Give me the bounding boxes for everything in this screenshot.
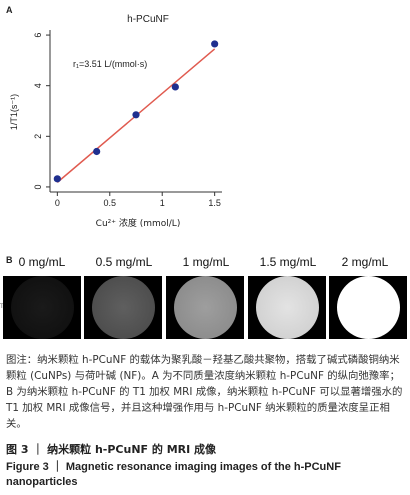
y-tick-label: 4 <box>33 83 43 88</box>
phantom-disk <box>11 276 74 339</box>
x-axis-label: Cu²⁺ 浓度 (mmol/L) <box>96 217 181 229</box>
data-points <box>53 40 219 183</box>
panel-a-label: A <box>6 5 13 15</box>
concentration-label: 1.5 mg/mL <box>259 255 317 269</box>
figure-caption: 图注：纳米颗粒 h-PCuNF 的载体为聚乳酸－羟基乙酸共聚物，搭载了碱式磷酸铜… <box>6 354 403 430</box>
x-tick-label: 1.5 <box>208 198 221 208</box>
concentration-label: 0 mg/mL <box>18 255 66 269</box>
concentration-label: 2 mg/mL <box>341 255 389 269</box>
y-tick-label: 6 <box>33 33 43 38</box>
data-point <box>171 83 179 91</box>
data-point <box>132 111 140 119</box>
mri-phantom-image <box>3 276 81 339</box>
concentration-label: 1 mg/mL <box>182 255 230 269</box>
chart-title: h-PCuNF <box>127 14 169 25</box>
phantom-disk <box>174 276 237 339</box>
phantom-disk <box>337 276 400 339</box>
phantom-disk <box>256 276 319 339</box>
data-point <box>53 175 61 183</box>
chart-ticks: 0 0.5 1 1.5 0 2 4 6 <box>33 33 221 208</box>
phantom-disk <box>92 276 155 339</box>
chart-axes <box>49 30 222 193</box>
y-tick-label: 2 <box>33 134 43 139</box>
relaxivity-annotation: r₁=3.51 L/(mmol·s) <box>73 59 147 69</box>
x-tick-label: 1 <box>160 198 165 208</box>
x-tick-label: 0.5 <box>104 198 117 208</box>
mri-phantom-image <box>329 276 407 339</box>
mri-phantom-image <box>166 276 244 339</box>
concentration-label: 0.5 mg/mL <box>95 255 153 269</box>
y-axis-label: 1/T1(s⁻¹) <box>9 94 19 130</box>
data-point <box>211 40 219 48</box>
panel-b-label: B <box>6 255 13 265</box>
mri-phantom-image <box>248 276 326 339</box>
mri-phantom-image <box>84 276 162 339</box>
figure-title-en: Figure 3 ｜ Magnetic resonance imaging im… <box>6 461 341 488</box>
y-tick-label: 0 <box>33 184 43 189</box>
figure-title-cn: 图 3 ｜ 纳米颗粒 h-PCuNF 的 MRI 成像 <box>6 443 217 456</box>
data-point <box>93 147 101 156</box>
x-tick-label: 0 <box>55 198 60 208</box>
